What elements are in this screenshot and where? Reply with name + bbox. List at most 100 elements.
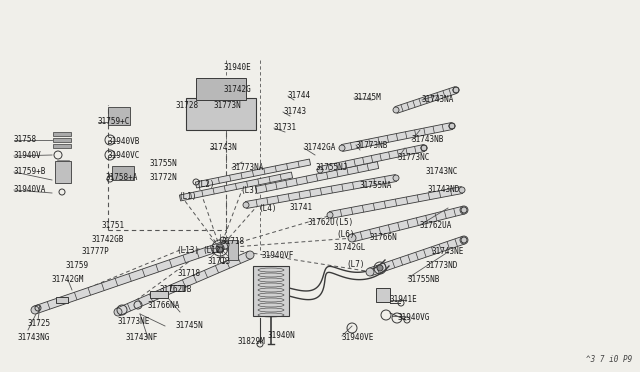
Circle shape bbox=[393, 107, 399, 113]
Polygon shape bbox=[56, 297, 68, 303]
Text: 31758+A: 31758+A bbox=[105, 173, 138, 183]
Polygon shape bbox=[53, 144, 71, 148]
Text: 31940E: 31940E bbox=[224, 64, 252, 73]
Text: 31758: 31758 bbox=[14, 135, 37, 144]
Polygon shape bbox=[186, 98, 256, 130]
Polygon shape bbox=[330, 187, 463, 218]
Text: 31725: 31725 bbox=[28, 318, 51, 327]
Polygon shape bbox=[341, 122, 452, 151]
Text: 31743: 31743 bbox=[283, 108, 306, 116]
Polygon shape bbox=[108, 107, 130, 125]
Polygon shape bbox=[255, 161, 379, 193]
Text: 31741: 31741 bbox=[290, 203, 313, 212]
Text: 31745N: 31745N bbox=[175, 321, 203, 330]
Polygon shape bbox=[319, 145, 425, 173]
Text: 31829M: 31829M bbox=[238, 337, 266, 346]
Text: 31777P: 31777P bbox=[82, 247, 109, 257]
Text: 31759: 31759 bbox=[66, 260, 89, 269]
Text: 31713: 31713 bbox=[208, 257, 231, 266]
Text: 31742GB: 31742GB bbox=[92, 234, 124, 244]
Text: 31773NB: 31773NB bbox=[356, 141, 388, 150]
Polygon shape bbox=[253, 266, 289, 316]
Circle shape bbox=[317, 167, 323, 173]
Circle shape bbox=[453, 87, 459, 93]
Text: 31755NJ: 31755NJ bbox=[316, 164, 348, 173]
Circle shape bbox=[348, 234, 356, 242]
Text: 31755NB: 31755NB bbox=[408, 276, 440, 285]
Polygon shape bbox=[376, 288, 390, 302]
Text: 31743NE: 31743NE bbox=[432, 247, 465, 257]
Circle shape bbox=[460, 236, 468, 244]
Text: 31743NF: 31743NF bbox=[125, 334, 157, 343]
Polygon shape bbox=[170, 285, 184, 291]
Text: 31742GA: 31742GA bbox=[304, 144, 337, 153]
Polygon shape bbox=[228, 240, 238, 260]
Polygon shape bbox=[55, 161, 71, 183]
Text: 31731: 31731 bbox=[274, 124, 297, 132]
Text: 31755NA: 31755NA bbox=[360, 180, 392, 189]
Polygon shape bbox=[351, 206, 465, 242]
Text: 31773ND: 31773ND bbox=[425, 260, 458, 269]
Text: 31718: 31718 bbox=[178, 269, 201, 279]
Circle shape bbox=[393, 175, 399, 181]
Text: 31762U(L5): 31762U(L5) bbox=[308, 218, 355, 227]
Circle shape bbox=[366, 268, 374, 276]
Text: (L12): (L12) bbox=[202, 246, 225, 254]
Text: 31728: 31728 bbox=[176, 100, 199, 109]
Circle shape bbox=[31, 306, 39, 314]
Circle shape bbox=[449, 123, 455, 129]
Circle shape bbox=[421, 145, 427, 151]
Text: 31940N: 31940N bbox=[268, 331, 296, 340]
Text: 31759+C: 31759+C bbox=[98, 118, 131, 126]
Text: 31940V: 31940V bbox=[14, 151, 42, 160]
Text: 31743NA: 31743NA bbox=[422, 96, 454, 105]
Text: 31718: 31718 bbox=[222, 237, 245, 247]
Circle shape bbox=[327, 212, 333, 218]
Text: 31940VE: 31940VE bbox=[342, 334, 374, 343]
Text: (L1): (L1) bbox=[178, 192, 196, 201]
Circle shape bbox=[216, 244, 224, 252]
Polygon shape bbox=[53, 138, 71, 142]
Text: 31773NA: 31773NA bbox=[232, 164, 264, 173]
Text: 31743N: 31743N bbox=[210, 144, 237, 153]
Circle shape bbox=[221, 241, 229, 249]
Polygon shape bbox=[195, 159, 310, 188]
Text: 31743ND: 31743ND bbox=[428, 186, 460, 195]
Text: (L13): (L13) bbox=[176, 246, 199, 254]
Text: ^3 7 i0 P9: ^3 7 i0 P9 bbox=[586, 355, 632, 364]
Text: 31940VA: 31940VA bbox=[14, 186, 46, 195]
Text: 31940VF: 31940VF bbox=[262, 251, 294, 260]
Text: 31762UB: 31762UB bbox=[160, 285, 193, 295]
Polygon shape bbox=[53, 132, 71, 136]
Circle shape bbox=[243, 202, 249, 208]
Circle shape bbox=[377, 265, 383, 271]
Text: 31742GL: 31742GL bbox=[334, 244, 366, 253]
Polygon shape bbox=[34, 241, 227, 314]
Text: (L3): (L3) bbox=[240, 186, 259, 195]
Text: 31940VC: 31940VC bbox=[108, 151, 140, 160]
Text: 31742GM: 31742GM bbox=[52, 276, 84, 285]
Circle shape bbox=[460, 206, 468, 214]
Polygon shape bbox=[245, 174, 397, 208]
Text: 31766NA: 31766NA bbox=[148, 301, 180, 310]
Text: (L6): (L6) bbox=[336, 231, 355, 240]
Text: 31743NC: 31743NC bbox=[425, 167, 458, 176]
Text: 31743NB: 31743NB bbox=[412, 135, 444, 144]
Text: 31744: 31744 bbox=[288, 92, 311, 100]
Polygon shape bbox=[150, 291, 168, 298]
Polygon shape bbox=[179, 172, 292, 201]
Text: 31940VB: 31940VB bbox=[108, 137, 140, 145]
Text: 31940VG: 31940VG bbox=[398, 314, 430, 323]
Text: 31755N: 31755N bbox=[150, 160, 178, 169]
Polygon shape bbox=[112, 166, 134, 180]
Text: 31751: 31751 bbox=[102, 221, 125, 231]
Text: 31759+B: 31759+B bbox=[14, 167, 46, 176]
Text: 31762UA: 31762UA bbox=[420, 221, 452, 230]
Text: 31745M: 31745M bbox=[354, 93, 381, 103]
Polygon shape bbox=[196, 78, 246, 100]
Circle shape bbox=[246, 251, 254, 259]
Text: 31773NE: 31773NE bbox=[118, 317, 150, 327]
Text: (L2): (L2) bbox=[196, 180, 214, 189]
Polygon shape bbox=[369, 236, 465, 276]
Text: 31773NC: 31773NC bbox=[398, 154, 430, 163]
